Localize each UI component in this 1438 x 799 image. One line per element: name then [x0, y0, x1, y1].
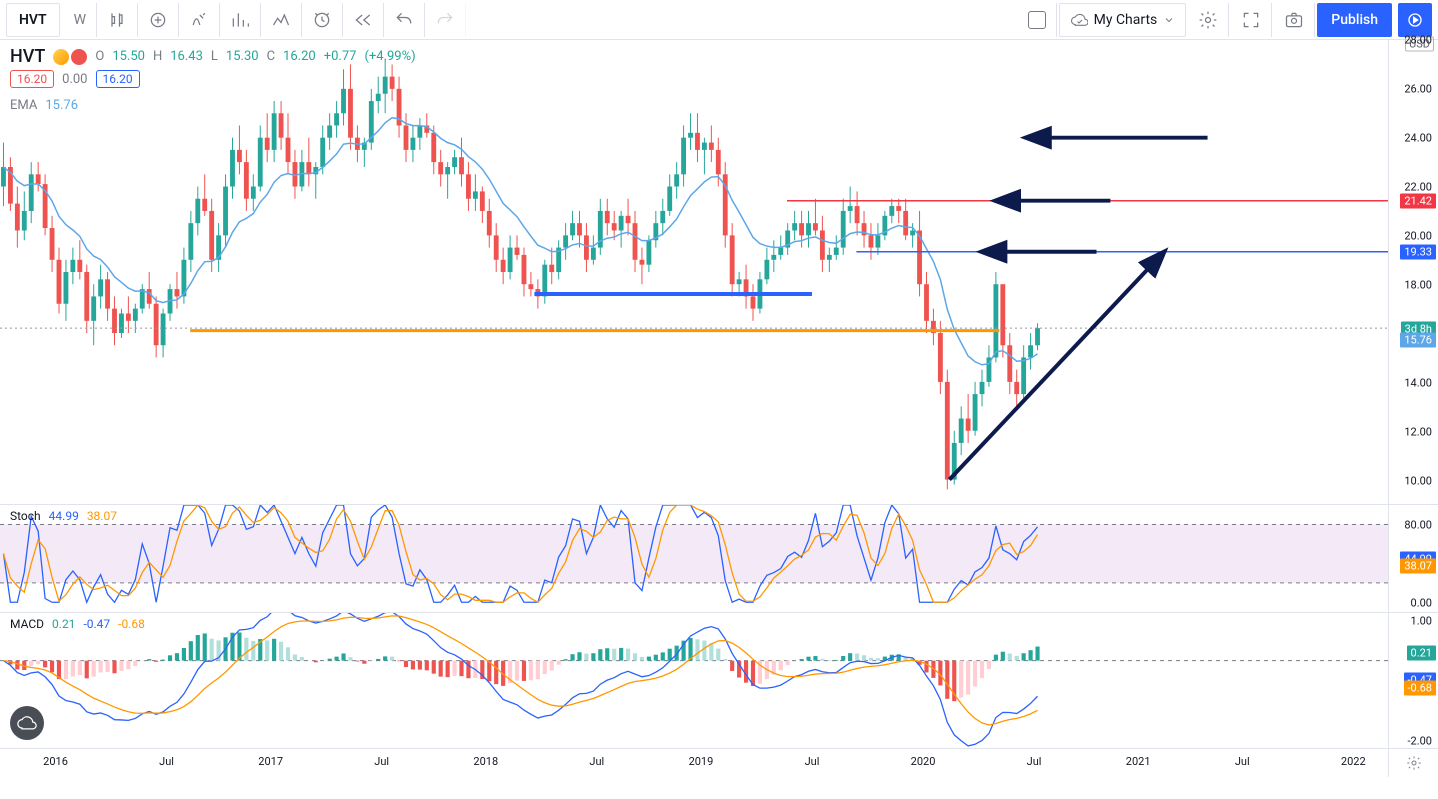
ohlc-c-label: C: [267, 49, 275, 64]
indicators-icon[interactable]: [179, 3, 220, 37]
financials-icon[interactable]: [220, 3, 261, 37]
symbol-button[interactable]: HVT: [6, 3, 60, 37]
xaxis-label: 2020: [911, 755, 936, 768]
stoch-k: 44.99: [49, 509, 79, 523]
undo-icon[interactable]: [384, 3, 425, 37]
xaxis-label: 2017: [258, 755, 283, 768]
redo-icon[interactable]: [425, 3, 466, 37]
macd-yaxis[interactable]: 1.00-2.000.21-0.47-0.68: [1388, 613, 1438, 748]
time-axis[interactable]: 2016 Jul 2017 Jul 2018 Jul 2019 Jul 2020 Jul 2021 J…: [0, 749, 1438, 777]
macd-hist: -0.68: [118, 617, 145, 631]
xaxis-label: Jul: [374, 755, 389, 768]
ohlc-l-label: L: [211, 49, 218, 64]
xaxis-label: 2018: [473, 755, 498, 768]
stoch-label: Stoch: [10, 509, 41, 523]
chevron-down-icon: [1163, 14, 1175, 26]
xaxis-label: Jul: [589, 755, 604, 768]
stoch-pane[interactable]: Stoch 44.99 38.07 80.000.0044.9938.07: [0, 505, 1438, 613]
macd-val: 0.21: [52, 617, 75, 631]
interval-button[interactable]: W: [64, 3, 97, 37]
publish-button[interactable]: Publish: [1317, 3, 1392, 37]
macd-label: MACD: [10, 617, 44, 631]
last-pill: 16.20: [10, 70, 54, 88]
alert-icon[interactable]: [302, 3, 343, 37]
settings-icon[interactable]: [1188, 3, 1229, 37]
stoch-plot: [0, 505, 1388, 612]
macd-plot: [0, 613, 1388, 748]
legend-symbol: HVT: [10, 46, 45, 67]
play-button[interactable]: [1398, 3, 1432, 37]
macd-pane[interactable]: MACD 0.21 -0.47 -0.68 1.00-2.000.21-0.47…: [0, 613, 1438, 749]
xaxis-label: 2022: [1341, 755, 1366, 768]
templates-icon[interactable]: [261, 3, 302, 37]
ohlc-o: 15.50: [112, 49, 145, 64]
mid-pill: 0.00: [62, 72, 87, 87]
cloud-icon: [1070, 11, 1088, 29]
price-pane[interactable]: HVT O 15.50 H 16.43 L 15.30 C 16.20 +0.77 (+…: [0, 40, 1438, 505]
ema-label: EMA: [10, 98, 37, 113]
bid-pill: 16.20: [96, 70, 140, 88]
ohlc-pct: (+4.99%): [364, 49, 415, 64]
xaxis-label: Jul: [1235, 755, 1250, 768]
ideas-button[interactable]: [10, 706, 44, 740]
replay-icon[interactable]: [343, 3, 384, 37]
xaxis-label: 2016: [43, 755, 68, 768]
top-toolbar: HVT W My Charts Publish: [0, 0, 1438, 40]
ohlc-chg: +0.77: [324, 49, 357, 64]
stoch-yaxis[interactable]: 80.000.0044.9938.07: [1388, 505, 1438, 612]
mycharts-label: My Charts: [1094, 12, 1158, 28]
xaxis-label: Jul: [159, 755, 174, 768]
ohlc-h-label: H: [153, 49, 162, 64]
price-plot: [0, 40, 1388, 504]
compare-icon[interactable]: [138, 3, 179, 37]
xaxis-label: 2021: [1126, 755, 1151, 768]
ohlc-h: 16.43: [170, 49, 203, 64]
mycharts-button[interactable]: My Charts: [1059, 3, 1187, 37]
ohlc-o-label: O: [95, 49, 104, 64]
stoch-d: 38.07: [87, 509, 117, 523]
ema-value: 15.76: [45, 98, 78, 113]
ohlc-c: 16.20: [283, 49, 316, 64]
macd-sig: -0.47: [83, 617, 110, 631]
snapshot-icon[interactable]: [1274, 3, 1315, 37]
layout-button[interactable]: [1018, 3, 1057, 37]
legend-icons: [53, 49, 87, 65]
xaxis-label: Jul: [805, 755, 820, 768]
price-yaxis[interactable]: USD 28.0026.0024.0022.0020.0018.0016.001…: [1388, 40, 1438, 504]
fullscreen-icon[interactable]: [1231, 3, 1272, 37]
xaxis-label: 2019: [689, 755, 714, 768]
axis-settings-icon[interactable]: [1388, 749, 1438, 777]
candles-icon[interactable]: [97, 3, 138, 37]
xaxis-label: Jul: [1027, 755, 1042, 768]
ohlc-l: 15.30: [226, 49, 259, 64]
